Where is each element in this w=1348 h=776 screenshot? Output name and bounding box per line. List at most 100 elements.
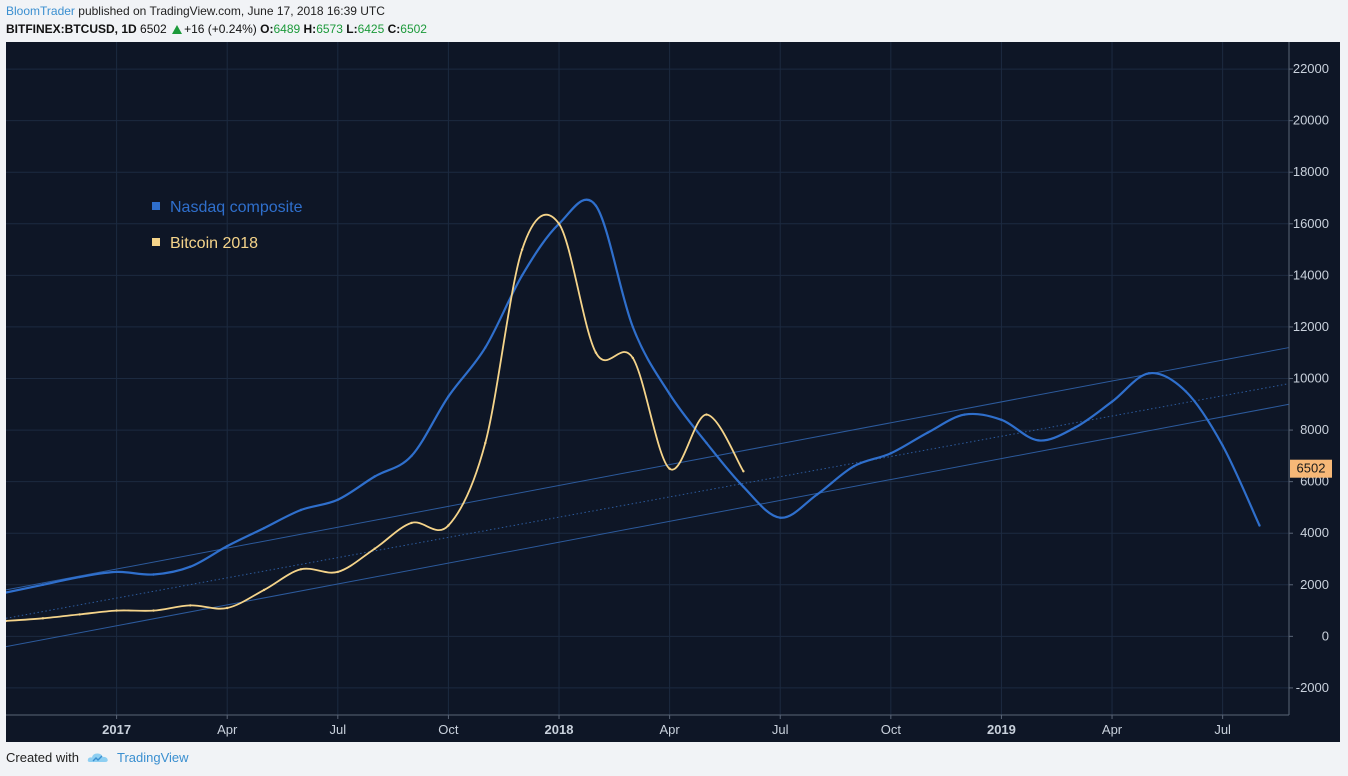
data-point — [262, 526, 266, 530]
data-point — [631, 356, 634, 360]
y-tick-label: 2000 — [1300, 577, 1329, 592]
x-tick-label: Oct — [438, 722, 459, 737]
x-tick-label: Jul — [772, 722, 789, 737]
data-point — [41, 617, 45, 620]
legend-label: Bitcoin 2018 — [170, 235, 258, 252]
data-point — [852, 465, 856, 468]
channel-line-middle — [6, 383, 1290, 619]
data-point — [742, 470, 745, 473]
y-tick-label: 22000 — [1293, 61, 1329, 76]
data-point — [336, 570, 339, 574]
data-point — [6, 591, 8, 594]
data-point — [1258, 524, 1261, 527]
series-lines — [6, 198, 1261, 623]
data-point — [963, 413, 966, 416]
data-point — [189, 565, 192, 568]
data-point — [668, 392, 671, 396]
high-label: H: — [303, 22, 317, 36]
data-point — [373, 475, 376, 478]
data-point — [78, 613, 81, 616]
y-tick-label: 8000 — [1300, 422, 1329, 437]
data-point — [889, 452, 892, 455]
y-tick-label: 20000 — [1293, 113, 1329, 128]
data-point — [484, 441, 487, 445]
symbol-info-bar: BITFINEX:BTCUSD, 1D 6502 +16 (+0.24%) O:… — [6, 22, 427, 36]
legend-label: Nasdaq composite — [170, 199, 303, 216]
data-point — [1221, 444, 1224, 447]
data-point — [410, 521, 413, 525]
data-point — [78, 575, 81, 579]
data-point — [484, 346, 487, 349]
data-point — [926, 431, 929, 434]
data-point — [520, 248, 524, 251]
data-point — [1037, 439, 1040, 442]
data-point — [373, 547, 376, 550]
data-point — [336, 498, 339, 501]
data-point — [226, 606, 229, 610]
author-link[interactable]: BloomTrader — [6, 4, 75, 18]
data-point — [594, 351, 598, 354]
data-point — [115, 570, 118, 574]
y-tick-label: 4000 — [1300, 525, 1329, 540]
price-tag-box — [1290, 459, 1332, 478]
data-point — [742, 485, 745, 488]
legend-swatch — [152, 238, 160, 246]
y-tick-label: 0 — [1322, 628, 1329, 643]
x-tick-label: Apr — [660, 722, 681, 737]
price-chart[interactable]: -200002000400060008000100001200014000160… — [6, 42, 1340, 742]
x-tick-label: Jul — [1214, 722, 1231, 737]
data-point — [1074, 426, 1077, 429]
open-label: O: — [260, 22, 274, 36]
chart-background — [6, 42, 1340, 742]
data-point — [705, 413, 708, 416]
x-tick-label: 2017 — [102, 722, 131, 737]
x-tick-label: Oct — [881, 722, 902, 737]
low-label: L: — [346, 22, 358, 36]
x-tick-label: Apr — [217, 722, 238, 737]
x-tick-label: Jul — [329, 722, 346, 737]
y-tick-label: 10000 — [1293, 371, 1329, 386]
data-point — [447, 395, 450, 398]
data-point — [6, 619, 8, 623]
data-point — [262, 588, 266, 592]
close-value: 6502 — [400, 22, 427, 36]
data-point — [115, 609, 118, 612]
legend-swatch — [152, 202, 160, 210]
data-point — [226, 544, 229, 548]
footer: Created with TradingView — [6, 750, 189, 765]
y-tick-label: 12000 — [1293, 319, 1329, 334]
data-point — [557, 222, 561, 225]
data-point — [41, 583, 45, 586]
last-price: 6502 — [140, 22, 167, 36]
series-1 — [6, 213, 745, 623]
data-point — [1147, 372, 1151, 375]
data-point — [815, 493, 819, 496]
published-text: published on TradingView.com, June 17, 2… — [78, 4, 385, 18]
time-axis[interactable] — [6, 715, 1340, 742]
price-tag-label: 6502 — [1297, 461, 1326, 476]
data-point — [152, 609, 155, 612]
last-price-tag: 6502 — [1290, 459, 1332, 478]
x-tick-label: 2019 — [987, 722, 1016, 737]
up-triangle-icon — [172, 25, 183, 34]
data-point — [1110, 400, 1114, 403]
price-change: +16 (+0.24%) — [184, 22, 257, 36]
data-point — [410, 454, 413, 458]
data-point — [189, 604, 192, 607]
y-tick-label: -2000 — [1296, 680, 1329, 695]
data-point — [299, 568, 303, 571]
data-point — [779, 516, 782, 519]
series-0 — [6, 198, 1261, 594]
open-value: 6489 — [273, 22, 301, 36]
data-point — [594, 204, 598, 207]
data-point — [152, 573, 155, 576]
symbol-name: BITFINEX:BTCUSD, 1D — [6, 22, 137, 36]
grid-lines — [6, 42, 1289, 715]
legend: Nasdaq composite Bitcoin 2018 — [152, 199, 303, 252]
tradingview-cloud-icon — [87, 752, 108, 762]
price-axis[interactable] — [1289, 42, 1340, 742]
data-point — [299, 508, 303, 512]
y-tick-label: 18000 — [1293, 164, 1329, 179]
tradingview-link[interactable]: TradingView — [116, 750, 189, 765]
high-value: 6573 — [316, 22, 343, 36]
